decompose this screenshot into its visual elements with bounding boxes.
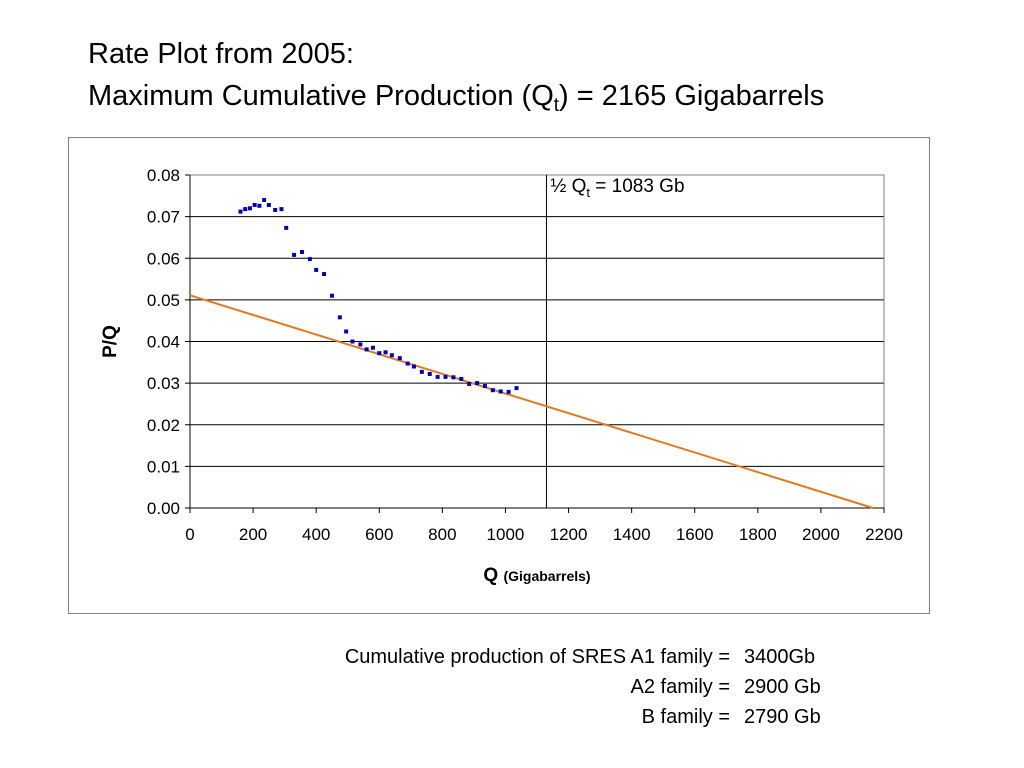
data-point (299, 250, 304, 255)
note-label: Cumulative production of SRES A1 family … (344, 646, 730, 668)
data-point (377, 351, 382, 356)
data-point (243, 207, 248, 212)
data-point (490, 388, 495, 393)
slide-title-line-2: Maximum Cumulative Production (Qt) = 216… (88, 80, 825, 115)
data-point (514, 386, 519, 391)
x-tick-label: 1200 (550, 525, 588, 544)
x-tick-label: 1000 (487, 525, 525, 544)
data-point (419, 369, 424, 374)
data-point (252, 202, 257, 207)
production-notes: Cumulative production of SRES A1 family … (0, 642, 840, 732)
data-point (238, 209, 243, 214)
data-point (397, 356, 402, 361)
x-tick-label: 1800 (739, 525, 777, 544)
x-axis-title: Q (Gigabarrels) (483, 565, 590, 586)
data-point (344, 329, 349, 334)
data-point (322, 272, 327, 277)
title-text-suffix: ) = 2165 Gigabarrels (559, 80, 825, 112)
data-point (284, 225, 289, 230)
data-point (383, 350, 388, 355)
data-point (247, 206, 252, 211)
data-point (370, 345, 375, 350)
data-point (307, 257, 312, 262)
data-point (358, 342, 363, 347)
note-value: 2900 Gb (744, 676, 821, 698)
x-tick-label: 400 (302, 525, 330, 544)
y-tick-label: 0.03 (147, 374, 180, 393)
y-tick-label: 0.01 (147, 457, 180, 476)
x-tick-label: 1600 (676, 525, 714, 544)
y-axis-title: P/Q (100, 325, 121, 358)
data-point (266, 202, 271, 207)
data-point (350, 339, 355, 344)
slide-title-line-1: Rate Plot from 2005: (88, 38, 354, 70)
chart-frame: 0.00 0.01 0.02 0.03 0.04 0.05 0.06 0.07 0.08 0 200… (68, 137, 930, 614)
data-point (498, 389, 503, 394)
x-tick-label: 0 (185, 525, 194, 544)
data-point (273, 207, 278, 212)
y-tick-label: 0.00 (147, 499, 180, 518)
y-tick-label: 0.07 (147, 208, 180, 227)
data-point (506, 389, 511, 394)
data-point (262, 197, 267, 202)
data-point (329, 293, 334, 298)
data-point (314, 267, 319, 272)
note-label: A2 family = (630, 676, 730, 698)
y-tick-label: 0.04 (147, 333, 180, 352)
title-text-prefix: Maximum Cumulative Production (Q (88, 80, 554, 112)
data-point (475, 381, 480, 386)
note-label: B family = (641, 706, 730, 728)
x-tick-label: 600 (365, 525, 393, 544)
data-point (427, 371, 432, 376)
data-point (443, 374, 448, 379)
data-point (257, 203, 262, 208)
x-tick-label: 800 (428, 525, 456, 544)
data-point (467, 381, 472, 386)
y-tick-label: 0.08 (147, 166, 180, 185)
y-tick-label: 0.02 (147, 416, 180, 435)
y-tick-label: 0.06 (147, 249, 180, 268)
x-tick-label: 1400 (613, 525, 651, 544)
data-point (435, 374, 440, 379)
data-point (411, 364, 416, 369)
data-point (459, 376, 464, 381)
data-point (364, 347, 369, 352)
data-point (389, 353, 394, 358)
x-tick-label: 2000 (802, 525, 840, 544)
data-point (451, 375, 456, 380)
rate-plot-chart: 0.00 0.01 0.02 0.03 0.04 0.05 0.06 0.07 0.08 0 200… (100, 166, 903, 586)
data-point (405, 361, 410, 366)
note-line-a2: A2 family = 2900 Gb (0, 672, 840, 702)
x-tick-label: 200 (239, 525, 267, 544)
x-tick-label: 2200 (865, 525, 903, 544)
note-line-b: B family = 2790 Gb (0, 702, 840, 732)
title-subscript: t (553, 95, 560, 116)
note-line-a1: Cumulative production of SRES A1 family … (0, 642, 840, 672)
linear-fit-line (189, 294, 874, 509)
data-point (337, 315, 342, 320)
half-qt-annotation: ½ Qt = 1083 Gb (550, 176, 684, 200)
y-tick-label: 0.05 (147, 291, 180, 310)
data-point (279, 207, 284, 212)
data-point (292, 252, 297, 257)
data-point (482, 384, 487, 389)
note-value: 3400Gb (744, 646, 816, 668)
note-value: 2790 Gb (744, 706, 821, 728)
